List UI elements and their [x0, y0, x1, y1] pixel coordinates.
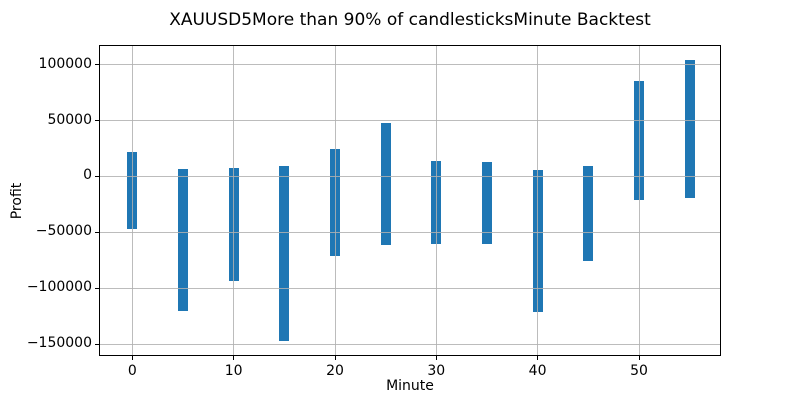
- bar-minute-25: [380, 122, 391, 245]
- x-tick-mark: [233, 356, 235, 360]
- bar-minute-15: [279, 166, 290, 341]
- y-axis-label: Profit: [9, 182, 25, 220]
- bar-minute-35: [481, 161, 492, 244]
- x-tick-mark: [638, 356, 640, 360]
- y-tick-label: 50000: [47, 111, 92, 128]
- x-gridline: [131, 46, 133, 355]
- y-gridline: [100, 231, 720, 233]
- chart-title: XAUUSD5More than 90% of candlesticksMinu…: [169, 10, 651, 30]
- y-gridline: [100, 64, 720, 65]
- bar-minute-45: [583, 166, 594, 262]
- x-tick-mark: [537, 356, 539, 360]
- x-tick-label: 50: [630, 363, 648, 379]
- x-gridline: [334, 46, 336, 355]
- x-tick-mark: [435, 356, 437, 360]
- y-tick-mark: [95, 175, 99, 177]
- y-tick-label: −150000: [26, 335, 92, 352]
- y-gridline: [100, 120, 720, 121]
- y-gridline: [100, 175, 720, 177]
- x-tick-label: 0: [127, 363, 137, 379]
- y-tick-mark: [95, 343, 99, 345]
- x-gridline: [638, 46, 640, 355]
- x-tick-mark: [131, 356, 133, 360]
- y-tick-label: −50000: [35, 223, 92, 240]
- x-tick-label: 30: [427, 363, 446, 379]
- bar-minute-5: [178, 168, 189, 311]
- x-tick-mark: [334, 356, 336, 360]
- y-tick-mark: [95, 231, 99, 233]
- bar-minute-55: [684, 60, 695, 198]
- x-axis-label: Minute: [386, 378, 434, 394]
- y-gridline: [100, 343, 720, 345]
- y-tick-label: 100000: [38, 55, 92, 72]
- x-gridline: [435, 46, 437, 355]
- plot-area: [99, 45, 721, 356]
- y-tick-mark: [95, 120, 99, 121]
- x-gridline: [233, 46, 235, 355]
- y-tick-label: −100000: [26, 279, 92, 296]
- y-gridline: [100, 287, 720, 289]
- x-tick-label: 20: [326, 363, 344, 379]
- y-tick-mark: [95, 64, 99, 65]
- y-tick-mark: [95, 287, 99, 289]
- y-tick-label: 0: [83, 167, 92, 184]
- x-gridline: [537, 46, 539, 355]
- x-tick-label: 40: [528, 363, 547, 379]
- x-tick-label: 10: [224, 363, 243, 379]
